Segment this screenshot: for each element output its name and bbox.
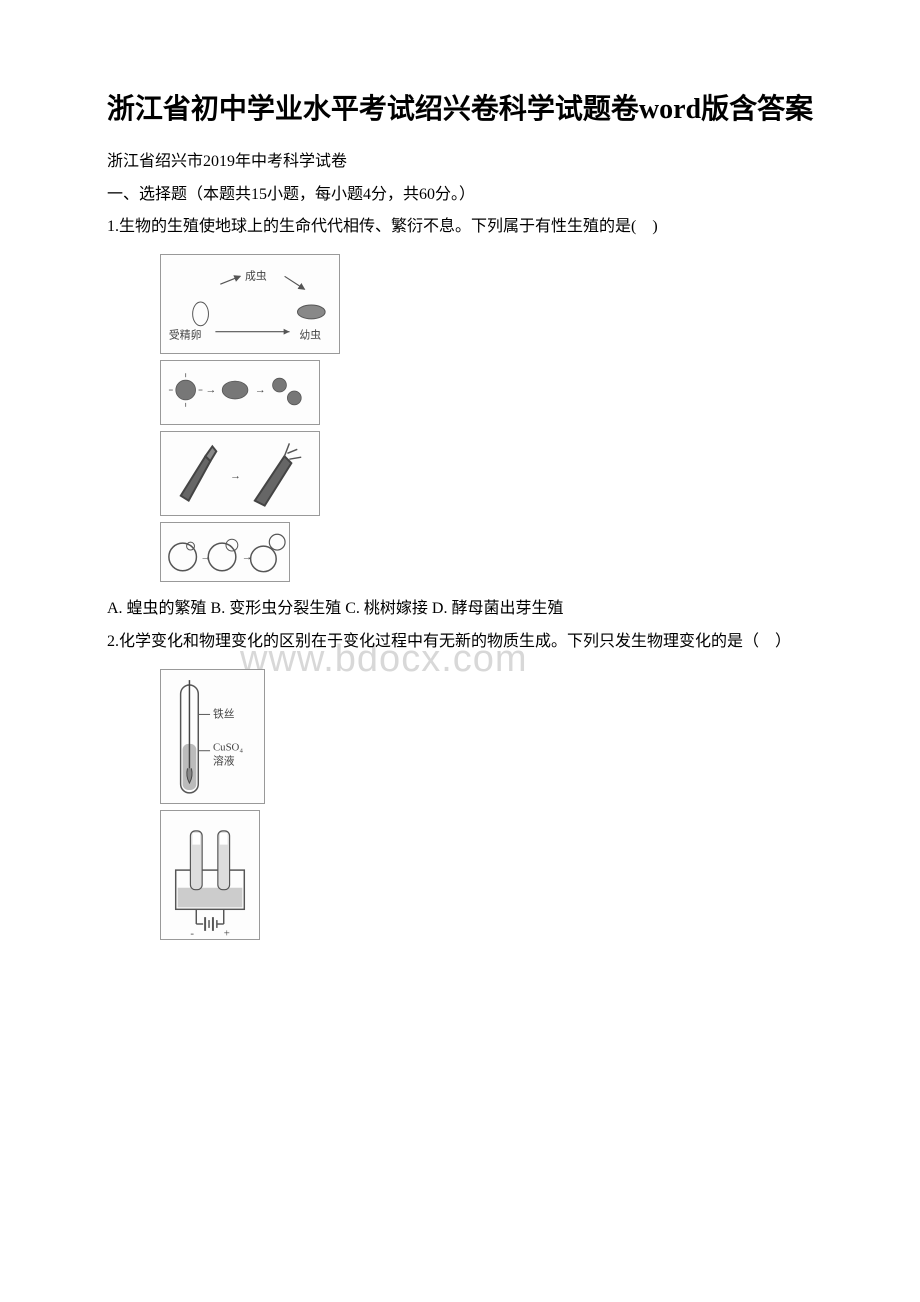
fig-label-iron: 铁丝: [213, 708, 235, 721]
question-1-options: A. 蝗虫的繁殖 B. 变形虫分裂生殖 C. 桃树嫁接 D. 酵母菌出芽生殖: [75, 594, 845, 624]
fig-label-larva: 幼虫: [299, 329, 321, 342]
fig-label-cuso4: CuSO₄: [213, 742, 243, 754]
question-1-figures: 成虫 受精卵 幼虫: [160, 254, 845, 582]
section-heading: 一、选择题（本题共15小题，每小题4分，共60分。）: [75, 180, 845, 210]
svg-text:→: →: [230, 470, 241, 482]
question-1-text: 1.生物的生殖使地球上的生命代代相传、繁衍不息。下列属于有性生殖的是( ): [75, 212, 845, 242]
figure-q2-option-b: - +: [160, 810, 260, 940]
figure-q1-option-c: →: [160, 431, 320, 516]
document-content: 浙江省初中学业水平考试绍兴卷科学试题卷word版含答案 浙江省绍兴市2019年中…: [75, 90, 845, 940]
svg-text:+: +: [224, 928, 230, 940]
figure-q1-option-b: → →: [160, 360, 320, 425]
figure-q1-option-a: 成虫 受精卵 幼虫: [160, 254, 340, 354]
fig-label-solution: 溶液: [213, 755, 235, 768]
page-title: 浙江省初中学业水平考试绍兴卷科学试题卷word版含答案: [75, 90, 845, 129]
question-2-text: 2.化学变化和物理变化的区别在于变化过程中有无新的物质生成。下列只发生物理变化的…: [75, 627, 845, 657]
fig-label-adult: 成虫: [245, 270, 267, 283]
figure-q1-option-d: → →: [160, 522, 290, 582]
svg-text:→: →: [205, 384, 216, 396]
subtitle: 浙江省绍兴市2019年中考科学试卷: [75, 147, 845, 177]
svg-text:-: -: [190, 928, 194, 940]
svg-text:→: →: [255, 384, 266, 396]
question-2-figures: 铁丝 CuSO₄ 溶液 -: [160, 669, 845, 940]
fig-label-egg: 受精卵: [169, 329, 202, 342]
figure-q2-option-a: 铁丝 CuSO₄ 溶液: [160, 669, 265, 804]
